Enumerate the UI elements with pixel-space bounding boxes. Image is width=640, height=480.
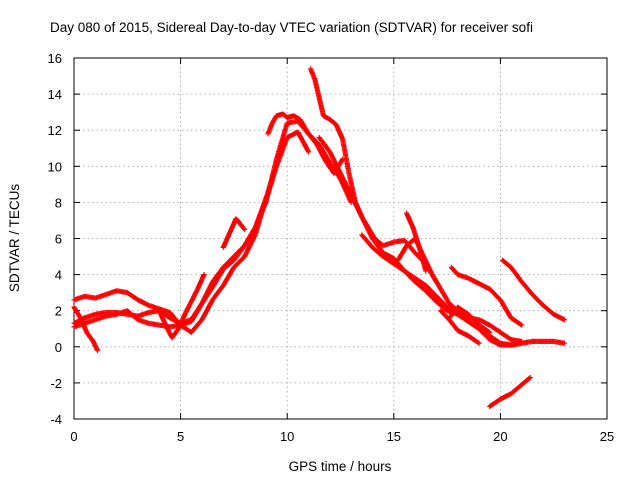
series-track-12 [404, 210, 429, 274]
point-markers [438, 308, 482, 346]
point-markers [359, 232, 567, 348]
x-tick-label: 15 [387, 429, 401, 444]
point-markers [71, 304, 101, 353]
y-tick-label: 0 [55, 340, 62, 355]
point-markers [448, 264, 525, 328]
x-tick-label: 0 [70, 429, 77, 444]
point-markers [71, 118, 354, 326]
y-tick-label: 14 [48, 87, 62, 102]
series-track-3 [71, 304, 101, 353]
point-markers [499, 257, 567, 323]
chart-title: Day 080 of 2015, Sidereal Day-to-day VTE… [50, 20, 533, 35]
y-tick-label: 8 [55, 195, 62, 210]
y-tick-label: 16 [48, 51, 62, 66]
point-markers [220, 216, 248, 251]
point-markers [487, 374, 533, 409]
axis-ticks: 0 5 10 15 20 25 -4 -2 0 2 4 6 8 10 12 14 16 [48, 51, 615, 444]
x-tick-label: 25 [600, 429, 614, 444]
y-tick-label: 6 [55, 232, 62, 247]
point-markers [404, 210, 429, 274]
series-track-7 [265, 111, 346, 177]
point-markers [265, 111, 346, 177]
grid-lines [74, 58, 607, 419]
y-axis-label: SDTVAR / TECUs [7, 184, 22, 293]
series-track-14 [438, 308, 482, 346]
y-tick-label: 2 [55, 304, 62, 319]
point-markers [156, 272, 207, 341]
series-track-15 [448, 264, 525, 328]
series-track-6 [220, 216, 248, 251]
series-track-17 [487, 374, 533, 409]
data-series [71, 66, 567, 409]
y-tick-label: 4 [55, 268, 62, 283]
y-tick-label: -2 [50, 376, 62, 391]
x-tick-label: 20 [493, 429, 507, 444]
series-track-2 [71, 118, 354, 326]
x-tick-label: 10 [280, 429, 294, 444]
series-track-16 [499, 257, 567, 323]
series-track-5 [156, 272, 207, 341]
y-tick-label: -4 [50, 412, 62, 427]
x-axis-label: GPS time / hours [289, 459, 392, 474]
y-tick-label: 12 [48, 123, 62, 138]
y-tick-label: 10 [48, 159, 62, 174]
series-track-10 [359, 232, 567, 348]
x-tick-label: 5 [177, 429, 184, 444]
